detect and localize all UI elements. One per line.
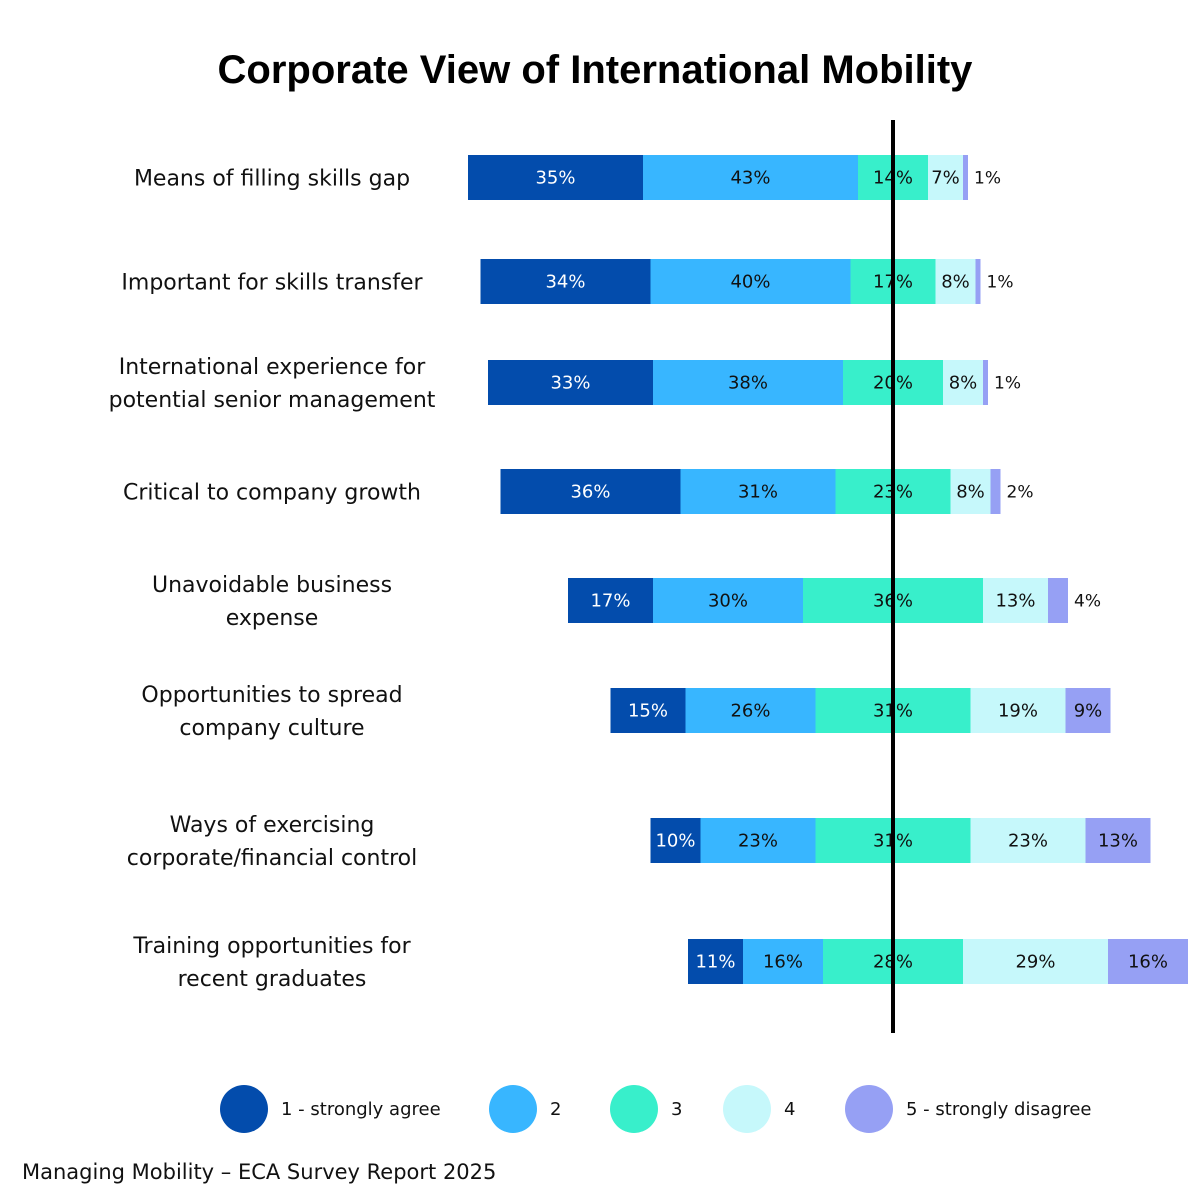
data-label: 4% [1074,592,1101,612]
bar-segment [653,578,803,623]
bar-segment [963,939,1108,984]
category-label: Opportunities to spread [141,683,402,708]
category-label: International experience for [119,355,427,380]
bar-segment [983,578,1048,623]
data-label: 40% [730,272,770,293]
bar-segment [928,155,963,200]
legend-label: 1 - strongly agree [281,1098,441,1120]
category-label: Unavoidable business [152,573,392,598]
diverging-stacked-bar-chart: Means of filling skills gap35%43%14%7%1%… [109,120,1188,1033]
category-label: corporate/financial control [127,846,417,871]
data-label: 30% [708,591,748,612]
data-label: 29% [1015,952,1055,973]
bar-segment [468,155,643,200]
bar-segment [1108,939,1188,984]
bar-segment [700,818,816,863]
data-label: 36% [570,482,610,503]
bar-segment [963,155,968,200]
bar-segment [650,818,701,863]
bar-segment [568,578,653,623]
legend: 1 - strongly agree 2 3 4 5 - strongly disagr… [0,1085,1200,1133]
data-label: 8% [941,272,970,293]
data-label: 10% [655,831,695,852]
bar-segment [653,360,843,405]
category-label: Critical to company growth [123,481,421,506]
data-label: 26% [730,701,770,722]
data-label: 31% [738,482,778,503]
category-label: Training opportunities for [132,934,411,959]
bar-segment [1065,688,1111,733]
bar-segment [1048,578,1068,623]
bar-segment [975,259,981,304]
bar-segment [943,360,983,405]
data-label: 1% [974,169,1001,189]
category-label: Means of filling skills gap [134,167,410,192]
data-label: 34% [545,272,585,293]
data-label: 7% [931,168,960,189]
bar-segment [935,259,976,304]
bar-segment [743,939,823,984]
data-label: 33% [550,373,590,394]
legend-label: 3 [671,1098,683,1120]
bar-segment [500,469,681,514]
data-label: 8% [949,373,978,394]
legend-swatch [220,1085,268,1133]
data-label: 35% [535,168,575,189]
legend-label: 5 - strongly disagree [906,1098,1092,1120]
bar-segment [990,469,1001,514]
legend-swatch [723,1085,771,1133]
category-label: Important for skills transfer [121,271,423,296]
bar-segment [680,469,836,514]
legend-item: 1 - strongly agree [220,1085,441,1133]
category-label: Ways of exercising [170,813,375,838]
data-label: 13% [1098,831,1138,852]
data-label: 16% [1128,952,1168,973]
bar-segment [488,360,653,405]
legend-swatch [489,1085,537,1133]
bar-segment [685,688,816,733]
bar-segment [970,688,1066,733]
bar-segment [480,259,651,304]
bar-segment [650,259,851,304]
category-label: expense [226,606,319,631]
bar-segment [610,688,686,733]
data-label: 2% [1007,483,1034,503]
source-note: Managing Mobility – ECA Survey Report 20… [22,1160,497,1184]
data-label: 15% [628,701,668,722]
legend-swatch [610,1085,658,1133]
data-label: 19% [998,701,1038,722]
data-label: 1% [994,374,1021,394]
data-label: 23% [738,831,778,852]
chart-title: Corporate View of International Mobility [217,48,973,92]
legend-item: 3 [610,1085,682,1133]
bar-segment [643,155,858,200]
legend-label: 2 [550,1098,562,1120]
data-label: 11% [695,952,735,973]
legend-item: 2 [489,1085,561,1133]
data-label: 1% [987,273,1014,293]
category-label: company culture [179,716,364,741]
bar-segment [950,469,991,514]
bar-segment [688,939,743,984]
data-label: 23% [1008,831,1048,852]
data-label: 13% [995,591,1035,612]
legend-item: 4 [723,1085,795,1133]
bar-segment [1085,818,1151,863]
data-label: 38% [728,373,768,394]
data-label: 43% [730,168,770,189]
category-label: potential senior management [109,388,436,413]
data-label: 8% [956,482,985,503]
category-label: recent graduates [178,967,367,992]
legend-item: 5 - strongly disagree [845,1085,1091,1133]
bar-segment [970,818,1086,863]
data-label: 9% [1074,701,1103,722]
data-label: 17% [590,591,630,612]
legend-swatch [845,1085,893,1133]
legend-label: 4 [784,1098,796,1120]
data-label: 16% [763,952,803,973]
bar-segment [983,360,988,405]
